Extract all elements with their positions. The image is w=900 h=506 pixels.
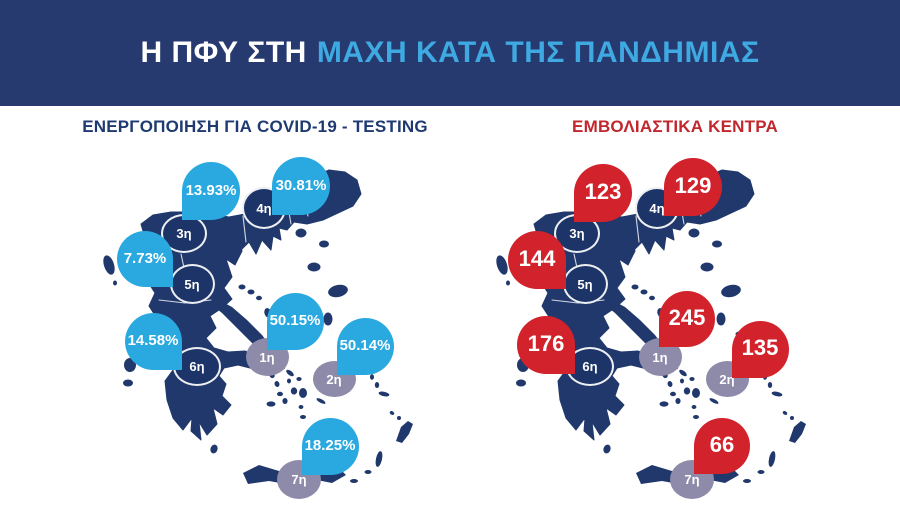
- page-title-blue-part: ΜΑΧΗ ΚΑΤΑ ΤΗΣ ΠΑΝΔΗΜΙΑΣ: [316, 36, 760, 69]
- stat-bubble-testing: 14.58%: [124, 312, 182, 370]
- stat-bubble-value: 129: [674, 173, 712, 198]
- stat-bubble-value: 14.58%: [127, 331, 179, 349]
- page-title-white-part: Η ΠΦΥ ΣΤΗ: [140, 36, 307, 69]
- region-label: 1η: [259, 349, 275, 365]
- region-label: 6η: [582, 358, 598, 374]
- region-label: 2η: [326, 371, 342, 387]
- stat-bubble-value: 18.25%: [304, 436, 356, 454]
- stat-bubble-value: 245: [668, 305, 706, 330]
- stat-bubble-testing: 50.15%: [266, 292, 324, 350]
- stat-bubble-vaccination: 135: [731, 320, 789, 378]
- stat-bubble-vaccination: 176: [517, 316, 575, 374]
- region-label: 1η: [652, 349, 668, 365]
- region-marker-5η: 5η: [562, 264, 608, 304]
- stat-bubble-value: 176: [527, 331, 565, 356]
- stat-bubble-vaccination: 144: [508, 231, 566, 289]
- stat-bubble-value: 135: [741, 335, 779, 360]
- region-label: 6η: [189, 358, 205, 374]
- testing-map-title: ΕΝΕΡΓΟΠΟΙΗΣΗ ΓΙΑ COVID-19 - TESTING: [82, 117, 428, 136]
- region-label: 2η: [719, 371, 735, 387]
- page-title: Η ΠΦΥ ΣΤΗ ΜΑΧΗ ΚΑΤΑ ΤΗΣ ΠΑΝΔΗΜΙΑΣ: [141, 36, 760, 70]
- stat-bubble-value: 123: [584, 179, 622, 204]
- header-banner: Η ΠΦΥ ΣΤΗ ΜΑΧΗ ΚΑΤΑ ΤΗΣ ΠΑΝΔΗΜΙΑΣ: [0, 0, 900, 106]
- stat-bubble-testing: 13.93%: [182, 162, 240, 220]
- stat-bubble-value: 30.81%: [275, 176, 327, 194]
- vaccination-map-title: ΕΜΒΟΛΙΑΣΤΙΚΑ ΚΕΝΤΡΑ: [572, 117, 778, 136]
- stat-bubble-testing: 50.14%: [336, 317, 394, 375]
- stat-bubble-testing: 18.25%: [301, 417, 359, 475]
- stat-bubble-value: 50.15%: [269, 311, 321, 329]
- region-label: 7η: [684, 471, 700, 487]
- stat-bubble-testing: 30.81%: [272, 157, 330, 215]
- region-marker-5η: 5η: [169, 264, 215, 304]
- stat-bubble-vaccination: 66: [694, 418, 750, 474]
- region-label: 5η: [184, 276, 200, 292]
- stat-bubble-vaccination: 123: [574, 164, 632, 222]
- region-label: 4η: [256, 200, 272, 216]
- stat-bubble-vaccination: 245: [659, 291, 715, 347]
- stat-bubble-value: 66: [709, 432, 735, 457]
- stat-bubble-value: 13.93%: [185, 181, 237, 199]
- stat-bubble-value: 144: [518, 246, 556, 271]
- region-label: 4η: [649, 200, 665, 216]
- region-label: 5η: [577, 276, 593, 292]
- stat-bubble-vaccination: 129: [664, 158, 722, 216]
- region-label: 3η: [569, 225, 585, 241]
- stat-bubble-testing: 7.73%: [117, 231, 173, 287]
- region-label: 7η: [291, 471, 307, 487]
- region-label: 3η: [176, 225, 192, 241]
- stat-bubble-value: 7.73%: [123, 249, 167, 267]
- stat-bubble-value: 50.14%: [339, 336, 391, 354]
